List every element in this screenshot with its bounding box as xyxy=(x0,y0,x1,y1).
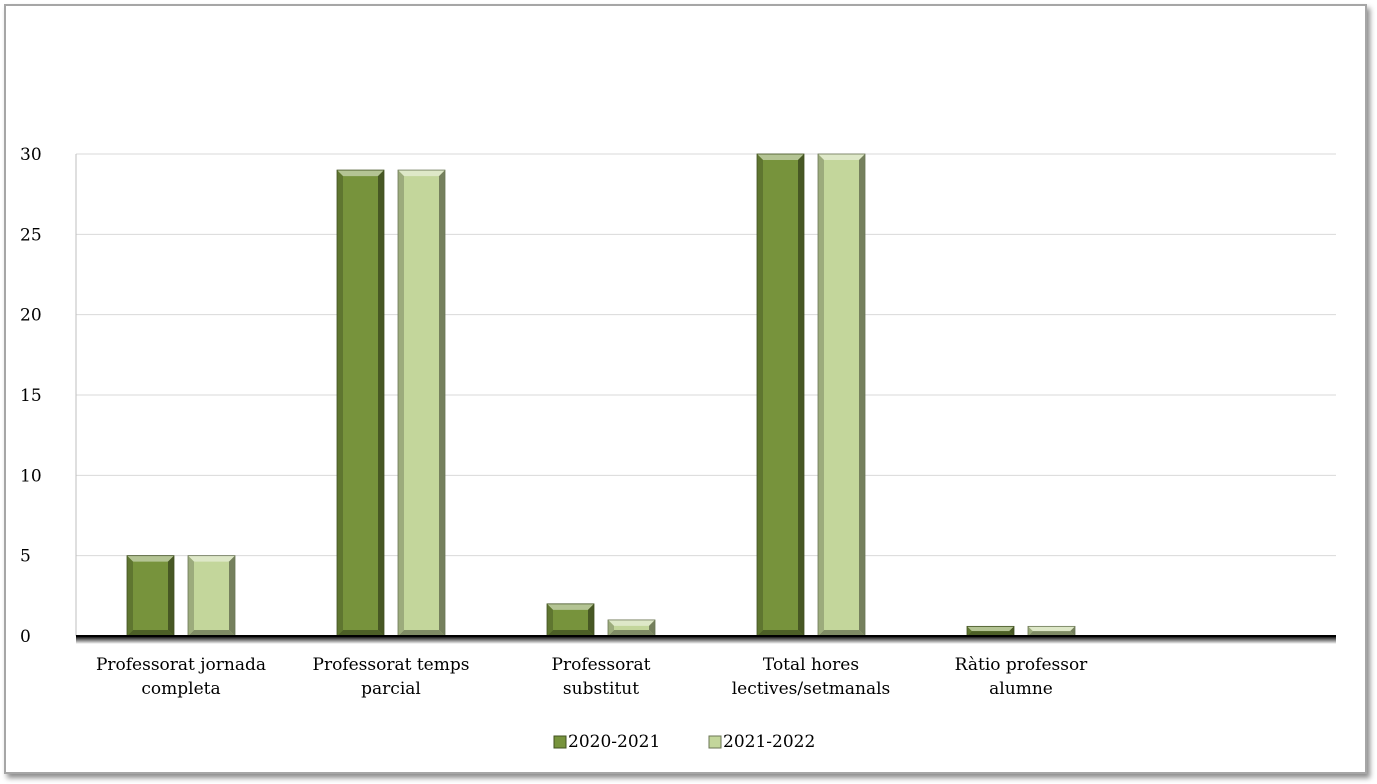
y-tick-label: 0 xyxy=(20,627,31,647)
bar xyxy=(607,619,656,637)
x-category-label: Ràtio professor xyxy=(955,655,1089,675)
legend-item: 2020-2021 xyxy=(553,732,660,752)
y-tick-label: 5 xyxy=(20,547,31,567)
bar xyxy=(126,555,175,637)
bar xyxy=(966,625,1015,637)
bar xyxy=(1027,625,1076,637)
x-axis-shadow xyxy=(76,637,1336,644)
chart-frame: 0 5 10 15 20 25 30 Professorat jornada completa… xyxy=(4,4,1367,774)
y-tick-label: 15 xyxy=(20,386,42,406)
gridlines xyxy=(76,153,1336,557)
x-category-label: Professorat temps xyxy=(313,655,470,675)
bar xyxy=(187,555,236,637)
y-tick-label: 10 xyxy=(20,466,42,486)
x-category-label: lectives/setmanals xyxy=(732,679,891,699)
x-category-label: Total hores xyxy=(763,655,859,675)
bar xyxy=(817,153,866,637)
legend-label: 2021-2022 xyxy=(723,732,815,752)
bar xyxy=(546,603,595,637)
x-category-label: Professorat xyxy=(552,655,651,675)
bar xyxy=(336,169,385,637)
y-axis-ticks: 0 5 10 15 20 25 30 xyxy=(20,145,42,647)
legend-swatch xyxy=(708,735,722,749)
legend-label: 2020-2021 xyxy=(568,732,660,752)
legend: 2020-2021 2021-2022 xyxy=(553,732,815,752)
y-tick-label: 20 xyxy=(20,306,42,326)
x-category-label: parcial xyxy=(361,679,421,699)
legend-item: 2021-2022 xyxy=(708,732,815,752)
x-category-label: alumne xyxy=(989,679,1053,699)
axes xyxy=(75,154,1336,644)
bar-chart: 0 5 10 15 20 25 30 Professorat jornada completa… xyxy=(20,145,1336,752)
legend-swatch xyxy=(553,735,567,749)
x-category-label: Professorat jornada xyxy=(96,655,266,675)
x-category-label: substitut xyxy=(563,679,639,699)
y-tick-label: 25 xyxy=(20,225,42,245)
y-tick-label: 30 xyxy=(20,145,42,165)
x-axis-categories: Professorat jornada completa Professorat t… xyxy=(96,655,1088,699)
bar xyxy=(756,153,805,637)
bar xyxy=(397,169,446,637)
bars xyxy=(126,153,1076,637)
x-category-label: completa xyxy=(141,679,220,699)
